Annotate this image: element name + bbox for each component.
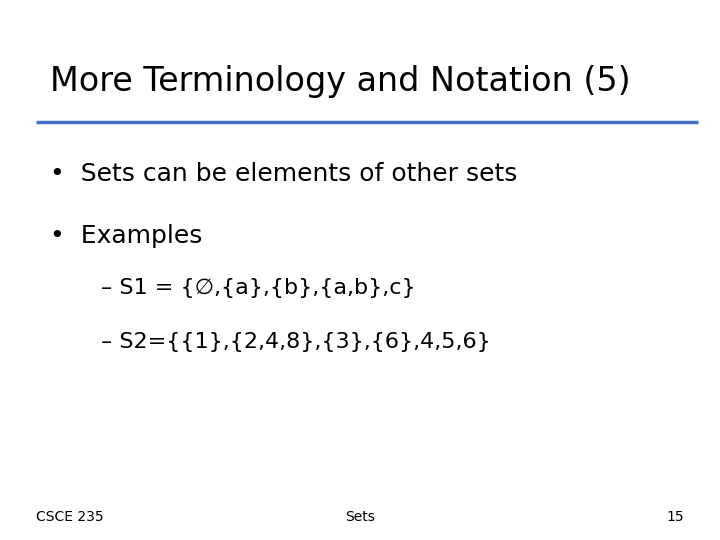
Text: CSCE 235: CSCE 235 — [36, 510, 104, 524]
Text: Sets: Sets — [345, 510, 375, 524]
Text: •  Examples: • Examples — [50, 224, 203, 248]
Text: •  Sets can be elements of other sets: • Sets can be elements of other sets — [50, 162, 518, 186]
Text: 15: 15 — [667, 510, 684, 524]
Text: – S2={{1},{2,4,8},{3},{6},4,5,6}: – S2={{1},{2,4,8},{3},{6},4,5,6} — [101, 332, 490, 352]
Text: More Terminology and Notation (5): More Terminology and Notation (5) — [50, 65, 631, 98]
Text: – S1 = {∅,{a},{b},{a,b},c}: – S1 = {∅,{a},{b},{a,b},c} — [101, 278, 415, 298]
